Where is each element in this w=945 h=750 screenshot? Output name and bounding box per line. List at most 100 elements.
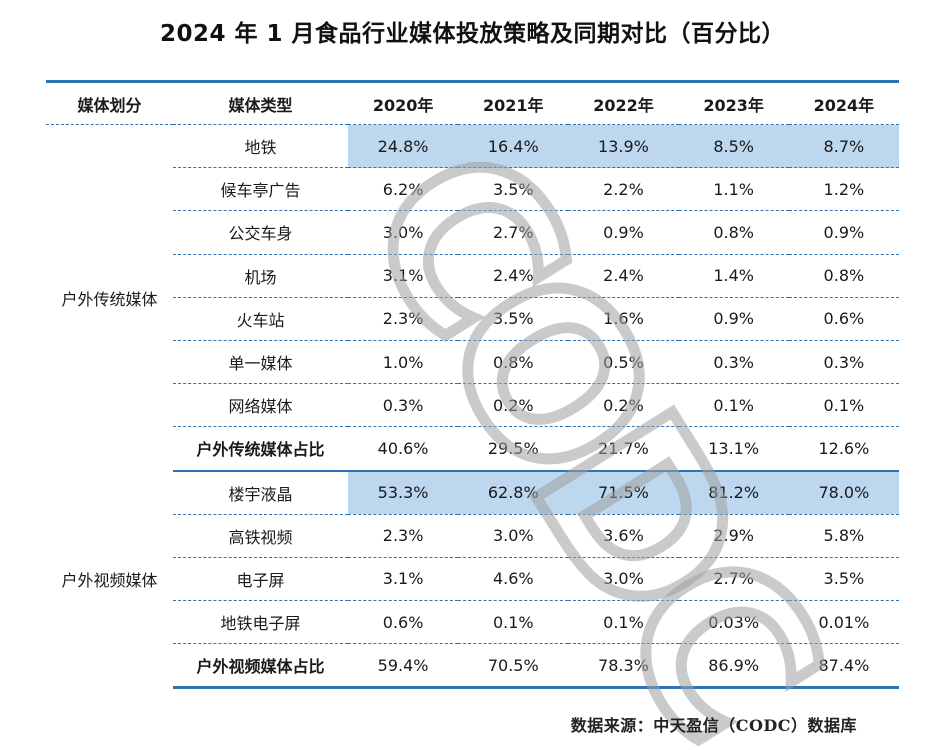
value-cell: 8.7% (788, 124, 899, 169)
category-cell: 户外视频媒体 (61, 571, 158, 591)
page-title: 2024 年 1 月食品行业媒体投放策略及同期对比（百分比） (159, 21, 786, 47)
table-row: 机场 3.1% 2.4% 2.4% 1.4% 0.8% (46, 254, 899, 298)
value-cell: 0.2% (458, 383, 569, 428)
table-row: 户外传统媒体 地铁 24.8% 16.4% 13.9% 8.5% 8.7% (46, 124, 899, 309)
value-cell: 0.2% (568, 383, 679, 428)
value-cell: 3.0% (348, 210, 459, 255)
value-cell: 1.4% (678, 254, 789, 298)
header-row: 媒体划分 媒体类型 2020年 2021年 2022年 2023年 2024年 (46, 80, 899, 125)
value-cell: 70.5% (458, 643, 569, 690)
value-cell: 3.0% (458, 514, 569, 558)
value-cell: 0.9% (788, 210, 899, 255)
value-cell: 1.0% (348, 340, 459, 385)
media-strategy-table: 媒体划分 媒体类型 2020年 2021年 2022年 2023年 2024年 … (46, 80, 899, 690)
value-cell: 78.3% (568, 643, 679, 690)
value-cell: 0.3% (788, 340, 899, 385)
table-row: 电子屏 3.1% 4.6% 3.0% 2.7% 3.5% (46, 557, 899, 602)
table-row: 火车站 2.3% 3.5% 1.6% 0.9% 0.6% (46, 297, 899, 341)
table-row: 地铁电子屏 0.6% 0.1% 0.1% 0.03% 0.01% (46, 600, 899, 645)
value-cell: 5.8% (788, 514, 899, 558)
value-cell: 78.0% (788, 470, 899, 515)
value-cell: 40.6% (348, 426, 459, 472)
value-cell: 2.7% (458, 210, 569, 255)
value-cell: 12.6% (788, 426, 899, 472)
value-cell: 29.5% (458, 426, 569, 472)
value-cell: 8.5% (678, 124, 789, 169)
value-cell: 2.4% (458, 254, 569, 298)
header-year-2023: 2023年 (678, 80, 789, 125)
value-cell: 0.6% (348, 600, 459, 645)
value-cell: 3.5% (458, 297, 569, 341)
header-year-2021: 2021年 (458, 80, 569, 125)
header-year-2024: 2024年 (788, 80, 899, 125)
table-row: 候车亭广告 6.2% 3.5% 2.2% 1.1% 1.2% (46, 167, 899, 212)
value-cell: 3.5% (458, 167, 569, 212)
header-year-2022: 2022年 (568, 80, 679, 125)
value-cell: 13.1% (678, 426, 789, 472)
value-cell: 0.6% (788, 297, 899, 341)
value-cell: 2.3% (348, 297, 459, 341)
table-row: 网络媒体 0.3% 0.2% 0.2% 0.1% 0.1% (46, 383, 899, 428)
header-type: 媒体类型 (173, 80, 348, 125)
value-cell: 3.6% (568, 514, 679, 558)
value-cell: 59.4% (348, 643, 459, 690)
value-cell: 0.5% (568, 340, 679, 385)
value-cell: 0.1% (788, 383, 899, 428)
value-cell: 0.3% (348, 383, 459, 428)
data-table: 媒体划分 媒体类型 2020年 2021年 2022年 2023年 2024年 … (46, 80, 899, 690)
value-cell: 1.2% (788, 167, 899, 212)
value-cell: 0.03% (678, 600, 789, 645)
media-type-cell: 公交车身 (173, 210, 348, 255)
header-category: 媒体划分 (46, 80, 173, 125)
value-cell: 13.9% (568, 124, 679, 169)
value-cell: 3.1% (348, 557, 459, 602)
value-cell: 87.4% (788, 643, 899, 690)
subtotal-row: 户外视频媒体占比 59.4% 70.5% 78.3% 86.9% 87.4% (46, 643, 899, 690)
value-cell: 71.5% (568, 470, 679, 515)
value-cell: 4.6% (458, 557, 569, 602)
media-type-cell: 高铁视频 (173, 514, 348, 558)
value-cell: 3.1% (348, 254, 459, 298)
value-cell: 0.8% (788, 254, 899, 298)
value-cell: 2.2% (568, 167, 679, 212)
value-cell: 0.1% (568, 600, 679, 645)
value-cell: 62.8% (458, 470, 569, 515)
media-type-cell: 候车亭广告 (173, 167, 348, 212)
group-outdoor-video: 户外视频媒体 楼宇液晶 53.3% 62.8% 71.5% 81.2% 78.0% 高铁视频 2… (46, 470, 899, 690)
value-cell: 2.9% (678, 514, 789, 558)
value-cell: 2.3% (348, 514, 459, 558)
table-header: 媒体划分 媒体类型 2020年 2021年 2022年 2023年 2024年 (46, 80, 899, 125)
value-cell: 0.3% (678, 340, 789, 385)
value-cell: 2.4% (568, 254, 679, 298)
value-cell: 16.4% (458, 124, 569, 169)
media-type-cell: 地铁电子屏 (173, 600, 348, 645)
media-type-cell: 单一媒体 (173, 340, 348, 385)
value-cell: 0.8% (458, 340, 569, 385)
data-source-note: 数据来源：中天盈信（CODC）数据库 (570, 716, 857, 735)
value-cell: 0.8% (678, 210, 789, 255)
value-cell: 86.9% (678, 643, 789, 690)
subtotal-row: 户外传统媒体占比 40.6% 29.5% 21.7% 13.1% 12.6% (46, 426, 899, 472)
table-row: 高铁视频 2.3% 3.0% 3.6% 2.9% 5.8% (46, 514, 899, 558)
value-cell: 0.1% (458, 600, 569, 645)
media-type-cell: 楼宇液晶 (173, 470, 348, 515)
value-cell: 1.6% (568, 297, 679, 341)
value-cell: 81.2% (678, 470, 789, 515)
value-cell: 1.1% (678, 167, 789, 212)
value-cell: 0.9% (568, 210, 679, 255)
category-cell: 户外传统媒体 (61, 289, 158, 309)
table-row: 公交车身 3.0% 2.7% 0.9% 0.8% 0.9% (46, 210, 899, 255)
value-cell: 0.1% (678, 383, 789, 428)
value-cell: 2.7% (678, 557, 789, 602)
value-cell: 3.5% (788, 557, 899, 602)
value-cell: 0.9% (678, 297, 789, 341)
media-type-cell: 网络媒体 (173, 383, 348, 428)
value-cell: 21.7% (568, 426, 679, 472)
media-type-cell: 电子屏 (173, 557, 348, 602)
group-outdoor-traditional: 户外传统媒体 地铁 24.8% 16.4% 13.9% 8.5% 8.7% 候车亭广告 6.2%… (46, 124, 899, 472)
media-type-cell: 户外视频媒体占比 (173, 643, 348, 690)
value-cell: 3.0% (568, 557, 679, 602)
media-type-cell: 机场 (173, 254, 348, 298)
value-cell: 24.8% (348, 124, 459, 169)
table-row: 户外视频媒体 楼宇液晶 53.3% 62.8% 71.5% 81.2% 78.0% (46, 470, 899, 590)
